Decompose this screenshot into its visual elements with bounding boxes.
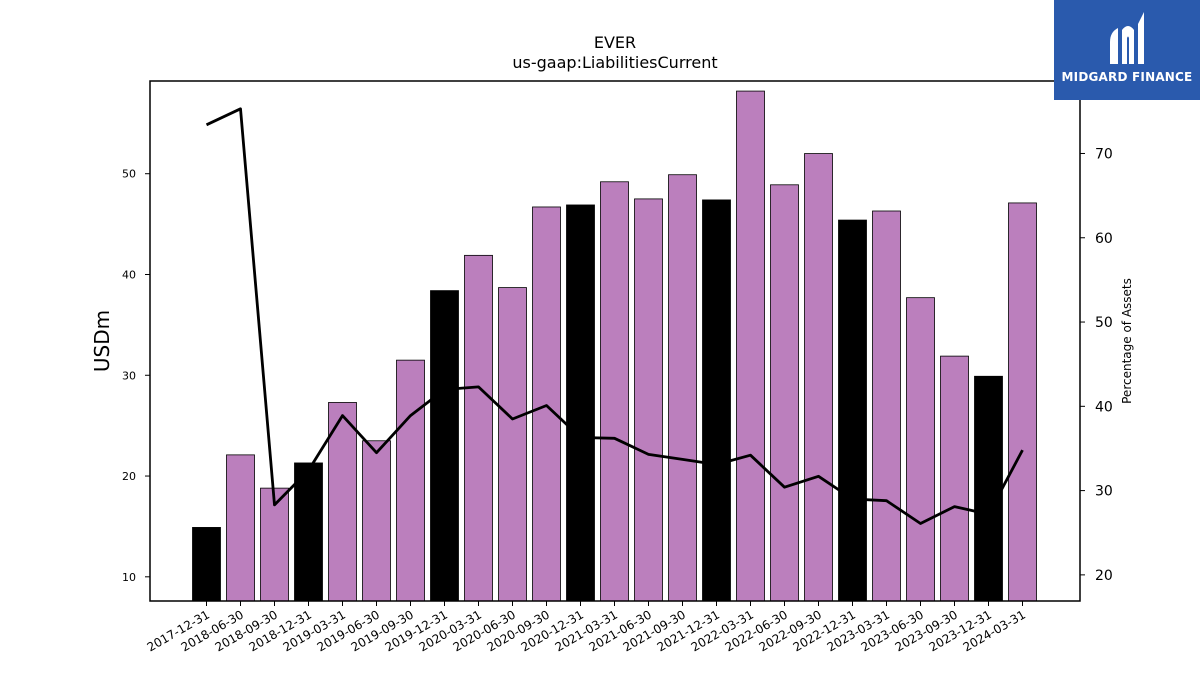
y-axis-right: 20 30 40 50 60 70 bbox=[1080, 146, 1113, 584]
percentage-line bbox=[205, 107, 1024, 525]
bar-2022-09-30 bbox=[804, 153, 833, 602]
bar-2020-09-30 bbox=[532, 206, 561, 602]
y2-tick-label: 20 bbox=[1095, 568, 1113, 584]
logo-mark-icon bbox=[1110, 12, 1144, 64]
bar-2022-06-30 bbox=[770, 184, 799, 602]
line-layer bbox=[205, 107, 1024, 525]
bar-2018-12-31 bbox=[294, 462, 323, 602]
y-tick-label: 40 bbox=[122, 268, 136, 281]
midgard-finance-logo: MIDGARD FINANCE bbox=[1054, 0, 1200, 100]
y2-tick-label: 50 bbox=[1095, 315, 1113, 331]
bar-2023-06-30 bbox=[906, 297, 935, 602]
bar-2020-12-31 bbox=[566, 204, 595, 602]
bar-2019-12-31 bbox=[430, 290, 459, 602]
bar-2021-12-31 bbox=[702, 199, 731, 602]
bar-2019-06-30 bbox=[362, 440, 391, 602]
y2-tick-label: 40 bbox=[1095, 399, 1113, 415]
bar-2021-09-30 bbox=[668, 174, 697, 602]
y-tick-label: 20 bbox=[122, 470, 136, 483]
bar-2017-12-31 bbox=[192, 527, 221, 602]
y2-tick-label: 30 bbox=[1095, 484, 1113, 500]
bar-2021-06-30 bbox=[634, 198, 663, 602]
y-tick-label: 50 bbox=[122, 168, 136, 181]
bar-2023-09-30 bbox=[940, 355, 969, 602]
bar-2021-03-31 bbox=[600, 181, 629, 602]
logo-text: MIDGARD FINANCE bbox=[1061, 70, 1193, 84]
bar-2019-09-30 bbox=[396, 359, 425, 602]
bar-2023-12-31 bbox=[974, 375, 1003, 602]
bar-2023-03-31 bbox=[872, 210, 901, 602]
bar-2020-06-30 bbox=[498, 287, 527, 602]
bar-2022-12-31 bbox=[838, 219, 867, 602]
bar-2024-03-31 bbox=[1008, 202, 1037, 602]
y-tick-label: 10 bbox=[122, 571, 136, 584]
bar-2018-09-30 bbox=[260, 487, 289, 602]
bar-2019-03-31 bbox=[328, 402, 357, 602]
chart-title: EVER bbox=[594, 33, 636, 52]
y2-tick-label: 70 bbox=[1095, 146, 1113, 162]
y-axis-left: 10 20 30 40 50 bbox=[122, 168, 150, 584]
chart-subtitle: us-gaap:LiabilitiesCurrent bbox=[512, 53, 717, 72]
y-tick-label: 30 bbox=[122, 369, 136, 382]
x-axis: 2017-12-312018-06-302018-09-302018-12-31… bbox=[145, 601, 1028, 654]
bar-group bbox=[192, 90, 1037, 602]
y2-tick-label: 60 bbox=[1095, 231, 1113, 247]
bar-2020-03-31 bbox=[464, 254, 493, 602]
y-axis-label: USDm bbox=[90, 310, 114, 372]
bar-2022-03-31 bbox=[736, 90, 765, 602]
y2-axis-label: Percentage of Assets bbox=[1120, 278, 1134, 404]
bar-2018-06-30 bbox=[226, 454, 255, 602]
